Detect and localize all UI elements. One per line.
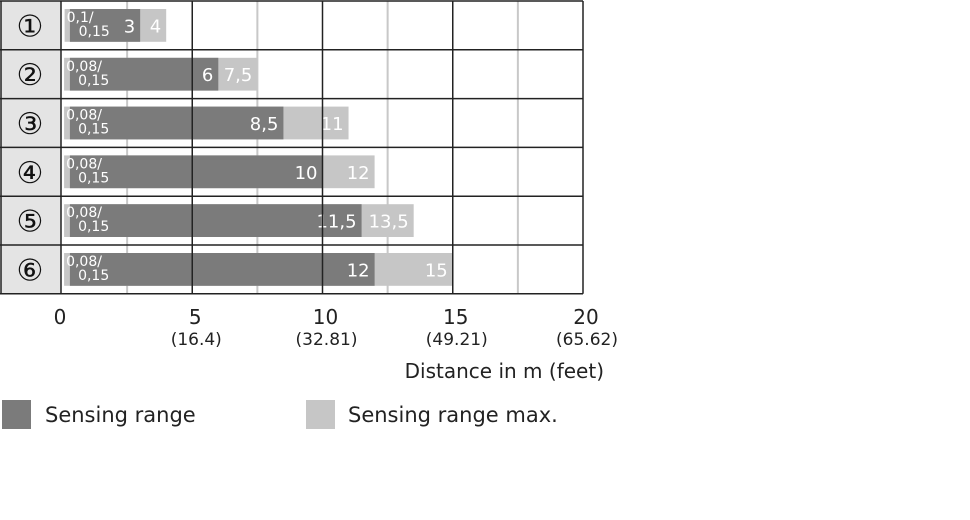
legend-label-max: Sensing range max. (348, 403, 558, 427)
bar-range (69, 57, 219, 91)
value-label: 11,5 (316, 212, 356, 233)
min-label: 0,08/ (66, 108, 102, 124)
max-value-label: 11 (321, 114, 344, 135)
max-value-label: 15 (425, 260, 448, 281)
category-label: ① (17, 9, 44, 44)
category-label: ④ (17, 156, 44, 191)
bar-range (69, 9, 141, 42)
bar-range (69, 106, 284, 140)
min-label: 0,08/ (66, 59, 102, 75)
min-label: 0,08/ (66, 254, 102, 270)
min-label: 0,15 (79, 24, 110, 40)
min-label: 0,15 (78, 268, 109, 284)
category-label: ⑤ (17, 205, 44, 240)
x-tick-label: 0 (54, 305, 67, 329)
min-label: 0,15 (78, 219, 109, 235)
min-label: 0,08/ (66, 156, 102, 172)
x-tick-sublabel: (16.4) (171, 330, 222, 350)
x-tick-label: 15 (443, 305, 468, 329)
x-axis-label: Distance in m (feet) (405, 359, 604, 383)
bar-range (69, 253, 375, 286)
x-tick-label: 20 (573, 305, 598, 329)
category-label: ② (17, 58, 44, 93)
value-label: 8,5 (250, 114, 279, 135)
x-tick-sublabel: (32.81) (296, 330, 358, 350)
bar-range (69, 155, 323, 189)
x-tick-label: 10 (313, 305, 338, 329)
category-label: ③ (17, 107, 44, 142)
category-label: ⑥ (17, 253, 44, 288)
min-label: 0,08/ (66, 205, 102, 221)
max-value-label: 7,5 (224, 65, 253, 86)
min-label: 0,1/ (67, 10, 94, 26)
legend-swatch-max (306, 400, 335, 429)
x-tick-sublabel: (49.21) (426, 330, 488, 350)
x-tick-label: 5 (189, 305, 202, 329)
max-value-label: 4 (150, 16, 161, 37)
min-label: 0,15 (78, 122, 109, 138)
value-label: 12 (347, 260, 370, 281)
legend-swatch-range (2, 400, 31, 429)
min-label: 0,15 (78, 73, 109, 89)
value-label: 3 (124, 16, 135, 37)
min-label: 0,15 (78, 170, 109, 186)
max-value-label: 12 (347, 163, 370, 184)
bar-range (69, 204, 362, 237)
value-label: 10 (295, 163, 318, 184)
legend-label-range: Sensing range (45, 403, 196, 427)
max-value-label: 13,5 (369, 212, 409, 233)
x-tick-sublabel: (65.62) (556, 330, 618, 350)
value-label: 6 (202, 65, 213, 86)
